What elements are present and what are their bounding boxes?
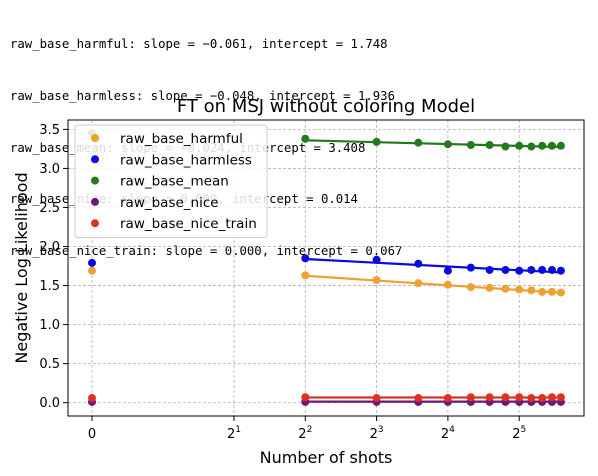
fit-summary-line: raw_base_nice_train: slope = 0.000, inte… xyxy=(10,243,403,258)
x-axis-label: Number of shots xyxy=(260,448,393,467)
data-point xyxy=(414,259,423,268)
x-tick-base: 2 xyxy=(227,427,235,442)
x-tick-label: 22 xyxy=(298,425,312,442)
data-point xyxy=(527,142,536,151)
data-point xyxy=(485,283,494,292)
data-point xyxy=(301,254,310,263)
x-tick-exponent: 3 xyxy=(378,425,384,435)
legend-marker xyxy=(91,219,99,228)
data-point xyxy=(547,287,556,296)
legend-label: raw_base_mean xyxy=(120,174,229,190)
data-point xyxy=(372,137,381,146)
data-point xyxy=(301,271,310,280)
data-point xyxy=(414,279,423,288)
legend-label: raw_base_nice_train xyxy=(120,216,257,232)
legend-marker xyxy=(91,176,99,185)
y-tick-label: 2.5 xyxy=(39,201,60,216)
data-point xyxy=(466,393,475,402)
data-point xyxy=(527,286,536,295)
data-point xyxy=(515,285,524,294)
legend-label: raw_base_harmful xyxy=(120,131,243,147)
x-tick-base: 2 xyxy=(441,427,449,442)
data-point xyxy=(414,394,423,403)
data-point xyxy=(547,393,556,402)
fit-summary-line: raw_base_harmless: slope = −0.048, inter… xyxy=(10,89,395,104)
data-point xyxy=(443,140,452,149)
data-point xyxy=(372,255,381,264)
legend-marker xyxy=(91,197,99,206)
data-point xyxy=(556,393,565,402)
data-point xyxy=(466,140,475,149)
x-tick-exponent: 4 xyxy=(449,425,455,435)
data-point xyxy=(538,141,547,150)
data-point xyxy=(88,258,96,267)
data-point xyxy=(538,287,547,296)
y-tick-label: 3.5 xyxy=(39,123,60,138)
x-tick-label: 21 xyxy=(227,425,241,442)
data-point xyxy=(443,266,452,275)
data-point xyxy=(372,276,381,285)
legend-box xyxy=(74,124,268,238)
chart-title: FT on MSJ without coloring Model xyxy=(177,96,475,117)
y-tick-label: 3.0 xyxy=(39,162,60,177)
data-point xyxy=(372,394,381,403)
data-point xyxy=(301,393,310,402)
data-point xyxy=(414,138,423,147)
plot-frame xyxy=(67,119,585,417)
x-tick-base: 2 xyxy=(298,427,306,442)
x-tick-label: 25 xyxy=(512,425,526,442)
data-point xyxy=(501,284,510,293)
x-tick-base: 2 xyxy=(512,427,520,442)
legend-label: raw_base_nice xyxy=(120,195,219,211)
x-tick-exponent: 1 xyxy=(235,425,241,435)
data-point xyxy=(501,142,510,151)
y-axis-label: Negative Log Likelihood xyxy=(12,172,31,363)
data-point xyxy=(485,265,494,274)
data-points xyxy=(88,129,565,406)
y-tick-label: 0.5 xyxy=(39,357,60,372)
data-point xyxy=(556,141,565,150)
data-point xyxy=(556,266,565,275)
data-point xyxy=(501,265,510,274)
data-point xyxy=(538,394,547,403)
data-point xyxy=(515,393,524,402)
y-tick-label: 1.5 xyxy=(39,279,60,294)
data-point xyxy=(485,140,494,149)
x-tick-label: 24 xyxy=(441,425,455,442)
x-tick-exponent: 5 xyxy=(520,425,526,435)
data-point xyxy=(88,394,96,403)
data-point xyxy=(556,288,565,297)
data-point xyxy=(527,265,536,274)
data-point xyxy=(538,265,547,274)
data-point xyxy=(466,263,475,272)
x-tick-label: 23 xyxy=(370,425,384,442)
legend-label: raw_base_harmless xyxy=(120,152,252,168)
legend: raw_base_harmful raw_base_harmless raw_bas… xyxy=(74,124,268,238)
legend-marker xyxy=(91,134,99,142)
legend-marker xyxy=(91,155,99,164)
axis-ticks: 0 21 22 23 24 250.00.51.01.52.02.53.03.5 xyxy=(39,123,526,442)
y-tick-label: 0.0 xyxy=(39,396,60,411)
x-tick-label: 0 xyxy=(88,427,96,442)
y-tick-label: 2.0 xyxy=(39,240,60,255)
y-tick-label: 1.0 xyxy=(39,318,60,333)
data-point xyxy=(547,141,556,150)
data-point xyxy=(515,141,524,150)
data-point xyxy=(547,265,556,274)
data-point xyxy=(88,266,96,275)
data-point xyxy=(466,283,475,292)
data-point xyxy=(485,393,494,402)
data-point xyxy=(443,394,452,403)
data-point xyxy=(515,266,524,275)
x-tick-base: 2 xyxy=(370,427,378,442)
data-point xyxy=(443,280,452,289)
fit-summary-line: raw_base_harmful: slope = −0.061, interc… xyxy=(10,37,388,52)
data-point xyxy=(301,134,310,143)
data-point xyxy=(527,394,536,403)
data-point xyxy=(501,393,510,402)
x-tick-exponent: 2 xyxy=(307,425,313,435)
